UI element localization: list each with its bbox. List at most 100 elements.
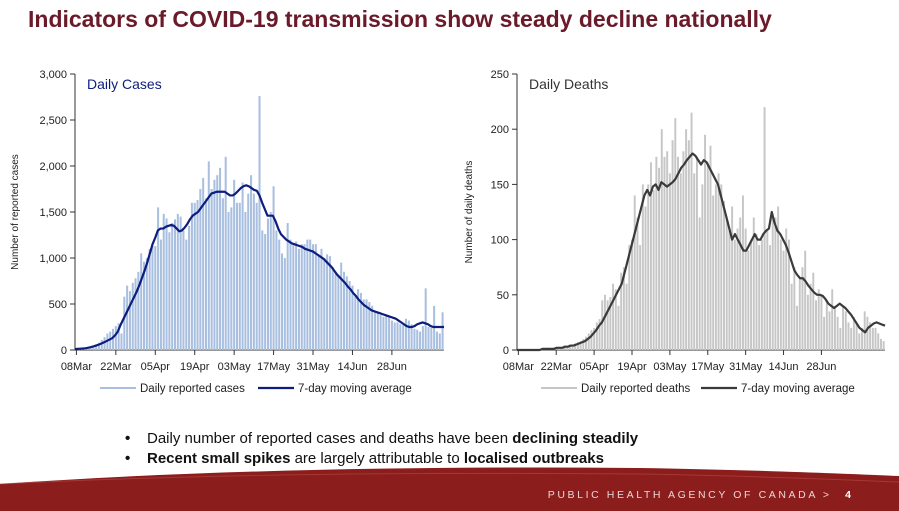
bar xyxy=(793,267,796,350)
deaths-chart: 0 50 100 150 200 250 08Mar 22Mar 05Apr 19Apr 03May… xyxy=(464,69,886,395)
x-tick-label: 14Jun xyxy=(337,361,367,373)
bar xyxy=(230,207,233,350)
bar xyxy=(376,313,379,350)
bar xyxy=(221,198,224,350)
bar xyxy=(842,305,845,350)
bar xyxy=(617,305,620,350)
bar xyxy=(275,230,278,350)
bar xyxy=(148,248,151,350)
bar xyxy=(342,271,346,350)
bar xyxy=(568,344,571,350)
bar xyxy=(861,327,863,350)
x-tick-label: 22Mar xyxy=(541,361,573,373)
bar xyxy=(283,258,286,350)
bar xyxy=(647,184,650,350)
bar xyxy=(679,173,682,350)
bar xyxy=(658,167,661,350)
bar xyxy=(359,292,362,350)
bar xyxy=(649,162,652,350)
bar xyxy=(227,212,230,350)
y-tick-label: 1,500 xyxy=(39,207,67,219)
bar xyxy=(685,129,688,350)
x-tick-label: 31May xyxy=(729,361,763,373)
bar xyxy=(636,217,639,350)
bar xyxy=(755,234,758,350)
footer-arrow: > xyxy=(822,489,832,501)
y-tick-label: 50 xyxy=(497,290,509,302)
bar xyxy=(193,202,196,350)
bar xyxy=(790,283,793,350)
bar xyxy=(812,272,815,350)
bar xyxy=(769,245,771,350)
bar xyxy=(365,299,368,350)
bar xyxy=(362,299,365,350)
bar xyxy=(103,337,106,350)
bar xyxy=(143,261,146,350)
bar xyxy=(306,239,309,350)
bar xyxy=(331,267,334,350)
bar xyxy=(413,328,416,350)
bar xyxy=(704,134,707,350)
bar xyxy=(601,300,604,350)
bar xyxy=(828,311,831,350)
bar xyxy=(140,253,143,350)
bar xyxy=(255,202,258,350)
bar xyxy=(179,216,182,350)
x-tick-label: 22Mar xyxy=(100,361,132,373)
bar xyxy=(388,316,391,350)
bar xyxy=(238,202,241,350)
bar xyxy=(278,239,281,350)
legend-label-bars: Daily reported deaths xyxy=(581,383,691,395)
bar xyxy=(747,250,750,350)
legend-label-line: 7-day moving average xyxy=(741,383,855,395)
bar xyxy=(424,288,427,350)
bar xyxy=(300,244,303,350)
bar xyxy=(709,145,712,350)
bar xyxy=(128,291,131,350)
bar xyxy=(771,217,774,350)
bar xyxy=(595,322,598,350)
bar xyxy=(269,212,272,350)
bar xyxy=(817,289,820,350)
bar xyxy=(340,262,343,350)
bar xyxy=(266,218,269,350)
bar xyxy=(176,213,179,350)
agency-name: PUBLIC HEALTH AGENCY OF CANADA xyxy=(547,489,818,501)
y-tick-label: 250 xyxy=(491,69,509,81)
bar xyxy=(760,239,763,350)
x-tick-label: 28Jun xyxy=(377,361,407,373)
chart-title: Daily Cases xyxy=(87,76,162,92)
bar xyxy=(233,179,236,350)
bar xyxy=(151,246,154,350)
bar xyxy=(351,285,354,350)
bar xyxy=(216,175,219,350)
bar xyxy=(839,327,842,350)
bar xyxy=(224,156,227,350)
bar xyxy=(199,189,202,350)
y-tick-label: 500 xyxy=(49,299,67,311)
bar xyxy=(671,140,674,350)
bar xyxy=(752,217,755,350)
bar xyxy=(252,193,255,350)
bar xyxy=(207,161,210,350)
bar xyxy=(289,239,292,350)
bar xyxy=(379,315,382,350)
bar xyxy=(328,256,331,350)
bar xyxy=(728,228,731,350)
bar xyxy=(579,341,582,350)
bar xyxy=(323,258,326,350)
bar xyxy=(396,322,399,350)
bar xyxy=(593,327,596,350)
x-tick-label: 28Jun xyxy=(806,361,836,373)
footer-text: PUBLIC HEALTH AGENCY OF CANADA > 4 xyxy=(548,489,851,501)
bar xyxy=(137,271,140,350)
bar xyxy=(430,327,433,350)
bar xyxy=(590,330,593,350)
bar xyxy=(371,305,374,350)
bar xyxy=(639,245,642,350)
bar xyxy=(796,305,799,350)
bar xyxy=(736,228,739,350)
moving-average-line xyxy=(517,152,886,352)
bar xyxy=(612,283,615,350)
bar xyxy=(652,189,655,350)
